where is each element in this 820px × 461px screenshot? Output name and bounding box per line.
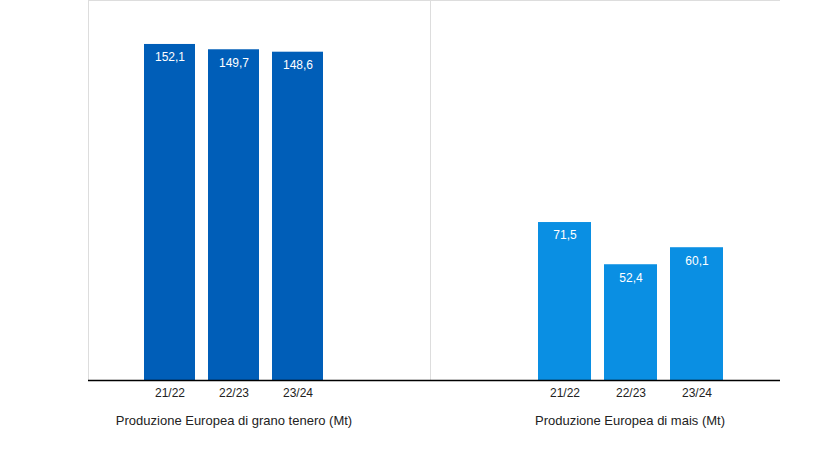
svg-text:148,6: 148,6 [283,58,313,72]
svg-text:149,7: 149,7 [219,56,249,70]
svg-text:22/23: 22/23 [616,386,646,400]
svg-text:22/23: 22/23 [219,386,249,400]
svg-text:71,5: 71,5 [553,228,577,242]
svg-text:152,1: 152,1 [155,50,185,64]
svg-text:52,4: 52,4 [619,271,643,285]
svg-text:60,1: 60,1 [685,254,709,268]
svg-text:23/24: 23/24 [682,386,712,400]
html-text:Produzione Europea di grano te: Produzione Europea di grano tenero (Mt) [115,413,353,428]
svg-text:21/22: 21/22 [550,386,580,400]
svg-text:21/22: 21/22 [155,386,185,400]
html-text:Produzione Europea di mais (Mt: Produzione Europea di mais (Mt) [535,413,725,428]
svg-text:23/24: 23/24 [283,386,313,400]
